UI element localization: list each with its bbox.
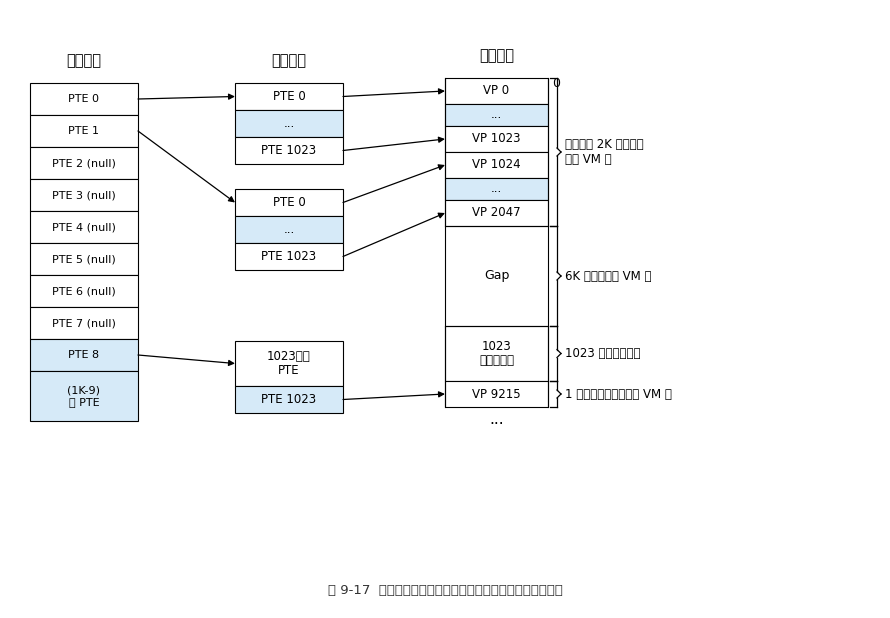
Bar [30,211,138,243]
Bar [445,200,548,226]
Text: 1023 个未分配的页: 1023 个未分配的页 [565,347,641,360]
Text: 一级页表: 一级页表 [67,54,101,69]
Text: 1023
未分配的页: 1023 未分配的页 [479,339,514,368]
Text: PTE 2 (null): PTE 2 (null) [52,158,116,168]
Bar [445,178,548,200]
Bar [235,386,343,413]
Text: 虚拟内存: 虚拟内存 [479,48,514,64]
Text: VP 9215: VP 9215 [473,387,521,400]
Text: 6K 个未分配的 VM 页: 6K 个未分配的 VM 页 [565,269,651,282]
Text: VP 0: VP 0 [483,85,510,98]
Bar [30,307,138,339]
Bar [235,110,343,137]
Text: PTE 1023: PTE 1023 [262,144,317,157]
Text: (1K-9)
空 PTE: (1K-9) 空 PTE [68,385,101,407]
Text: ...: ... [491,109,502,122]
Text: ...: ... [491,182,502,195]
Bar [235,243,343,270]
Bar [445,126,548,152]
Bar [30,371,138,421]
Bar [235,189,343,216]
Text: PTE 1: PTE 1 [69,126,100,136]
Bar [30,179,138,211]
Text: PTE 6 (null): PTE 6 (null) [53,286,116,296]
Text: PTE 1023: PTE 1023 [262,393,317,406]
Text: PTE 3 (null): PTE 3 (null) [53,190,116,200]
Bar [30,243,138,275]
Bar [30,275,138,307]
Bar [30,83,138,115]
Bar [235,83,343,110]
Text: 0: 0 [552,77,560,90]
Bar [30,115,138,147]
Text: VP 2047: VP 2047 [473,206,521,219]
Bar [30,147,138,179]
Text: PTE 0: PTE 0 [272,196,305,209]
Text: PTE 0: PTE 0 [69,94,100,104]
Text: ...: ... [490,412,504,426]
Text: PTE 0: PTE 0 [272,90,305,103]
Text: 二级页表: 二级页表 [271,54,306,69]
Text: 已分配的 2K 个代码和
数据 VM 页: 已分配的 2K 个代码和 数据 VM 页 [565,138,643,166]
Text: VP 1024: VP 1024 [473,158,521,172]
Text: PTE 7 (null): PTE 7 (null) [52,318,116,328]
Bar [445,326,548,381]
Bar [235,137,343,164]
Text: PTE 4 (null): PTE 4 (null) [52,222,116,232]
Bar [445,381,548,407]
Text: 1 个已分配的用做栈的 VM 页: 1 个已分配的用做栈的 VM 页 [565,387,672,400]
Text: Gap: Gap [484,269,509,282]
Text: ...: ... [283,117,295,130]
Text: VP 1023: VP 1023 [473,132,521,145]
Text: PTE 8: PTE 8 [69,350,100,360]
Text: 1023个空
PTE: 1023个空 PTE [267,350,311,378]
Bar [445,104,548,126]
Bar [235,341,343,386]
Bar [235,216,343,243]
Bar [30,339,138,371]
Text: PTE 1023: PTE 1023 [262,250,317,263]
Bar [445,152,548,178]
Text: PTE 5 (null): PTE 5 (null) [53,254,116,264]
Text: 图 9-17  一个两级页表层次结构。注意地址是从上往下增加的: 图 9-17 一个两级页表层次结构。注意地址是从上往下增加的 [328,583,562,596]
Text: ...: ... [283,223,295,236]
Bar [445,78,548,104]
